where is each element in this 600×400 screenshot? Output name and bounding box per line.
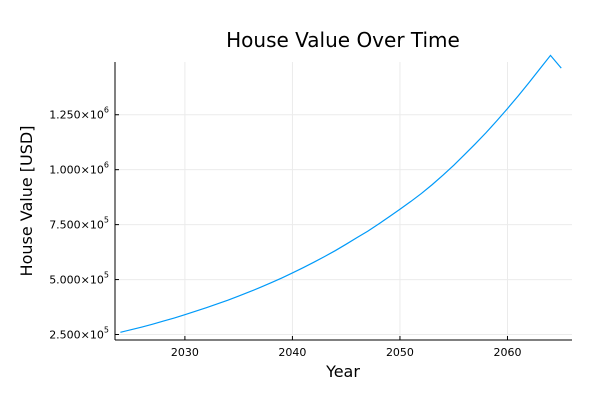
y-tick-label-2: 7.500×105 (49, 216, 109, 232)
x-tick-label-2: 2050 (386, 346, 414, 359)
axes-layer (114, 62, 572, 341)
y-axis-label: House Value [USD] (17, 126, 36, 277)
y-tick-label-3: 1.000×106 (49, 161, 109, 177)
y-tick-label-0: 2.500×105 (49, 326, 109, 342)
x-tick-label-1: 2040 (278, 346, 306, 359)
x-tick-label-0: 2030 (171, 346, 199, 359)
series-line-0 (120, 54, 562, 333)
x-axis-label: Year (325, 362, 360, 381)
chart-title: House Value Over Time (226, 28, 460, 52)
series-layer (120, 54, 562, 333)
ticks-layer: 2030 2040 2050 2060 2.500×105 5.000×105 7.500×… (49, 106, 521, 359)
y-tick-label-4: 1.250×106 (49, 106, 109, 122)
x-tick-label-3: 2060 (493, 346, 521, 359)
y-tick-label-1: 5.000×105 (49, 271, 109, 287)
grid-layer (115, 62, 572, 340)
